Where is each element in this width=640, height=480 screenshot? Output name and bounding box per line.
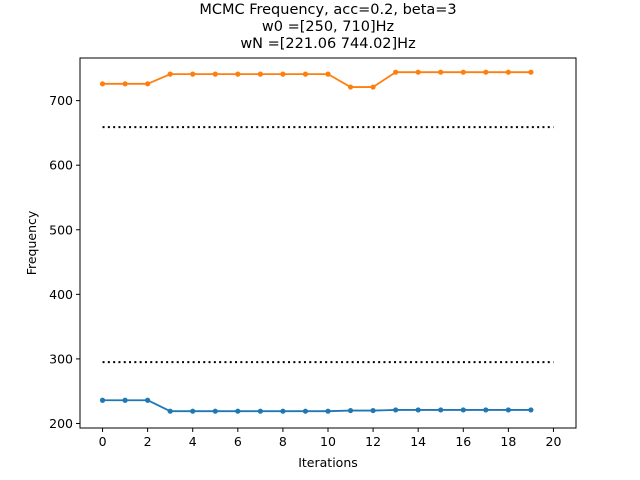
series-0-point [347, 407, 354, 414]
x-tick-label: 16 [455, 434, 471, 449]
y-tick-label: 700 [49, 93, 73, 108]
series-1-point [528, 69, 534, 75]
series-1-point [505, 69, 511, 75]
series-1-point [167, 71, 173, 77]
series-0-point [167, 408, 173, 414]
series-1-point [438, 69, 444, 75]
series-0-point [190, 408, 196, 414]
series-0-point [438, 407, 444, 413]
series-1-point [415, 69, 421, 75]
x-tick-label: 6 [234, 434, 242, 449]
y-tick-label: 300 [49, 351, 73, 366]
series-1-point [99, 81, 106, 87]
series-0-point [302, 408, 309, 414]
series-0-point [145, 397, 151, 403]
chart-title-line-3: wN =[221.06 744.02]Hz [240, 36, 415, 52]
chart-title-line-1: MCMC Frequency, acc=0.2, beta=3 [199, 2, 456, 18]
x-axis-ticks: 0 2 4 6 8 10 12 14 16 18 20 [99, 428, 562, 449]
y-tick-label: 600 [49, 158, 73, 173]
chart-title-line-2: w0 =[250, 710]Hz [262, 19, 394, 35]
x-tick-label: 14 [410, 434, 426, 449]
series-1-point [235, 71, 241, 77]
series-0-point [483, 407, 489, 413]
series-0-point [505, 407, 511, 413]
series-1-point [460, 69, 466, 75]
x-tick-label: 18 [500, 434, 516, 449]
series-0-point [528, 407, 534, 413]
series-1-point [280, 71, 286, 77]
series-1-point [325, 71, 331, 77]
x-tick-label: 4 [189, 434, 197, 449]
x-tick-label: 0 [99, 434, 107, 449]
series-layer [99, 69, 534, 414]
y-axis-label: Frequency [24, 210, 39, 275]
x-tick-label: 20 [546, 434, 562, 449]
series-1-point [145, 81, 151, 87]
x-tick-label: 10 [320, 434, 336, 449]
series-1-point [347, 84, 354, 90]
series-0-line [102, 399, 531, 413]
series-0-point [99, 397, 106, 403]
series-1-point [393, 69, 399, 75]
series-0-point [370, 407, 376, 414]
y-tick-label: 500 [49, 222, 73, 237]
series-1-point [302, 71, 309, 77]
reference-lines [102, 126, 554, 364]
series-0-point [325, 408, 331, 414]
series-1-point [190, 71, 196, 77]
series-1-point [122, 81, 128, 87]
x-tick-label: 12 [365, 434, 381, 449]
x-tick-label: 8 [279, 434, 287, 449]
y-axis-ticks: 200 300 400 500 600 700 [49, 93, 80, 431]
series-0-point [393, 407, 399, 413]
series-0-point [122, 397, 128, 403]
series-1-point [257, 71, 263, 77]
series-0-point [415, 407, 421, 413]
series-1-point [212, 71, 218, 77]
y-tick-label: 200 [49, 416, 73, 431]
series-0-point [280, 408, 286, 414]
series-1-point [483, 69, 489, 75]
x-tick-label: 2 [144, 434, 152, 449]
series-0-point [212, 408, 218, 414]
series-1-line [102, 71, 531, 88]
series-0-point [460, 407, 466, 413]
series-0-point [257, 408, 263, 414]
plot-area-frame [79, 57, 577, 429]
y-tick-label: 400 [49, 287, 73, 302]
series-1-point [370, 84, 376, 90]
series-0-point [235, 408, 241, 414]
x-axis-label: Iterations [298, 455, 358, 470]
